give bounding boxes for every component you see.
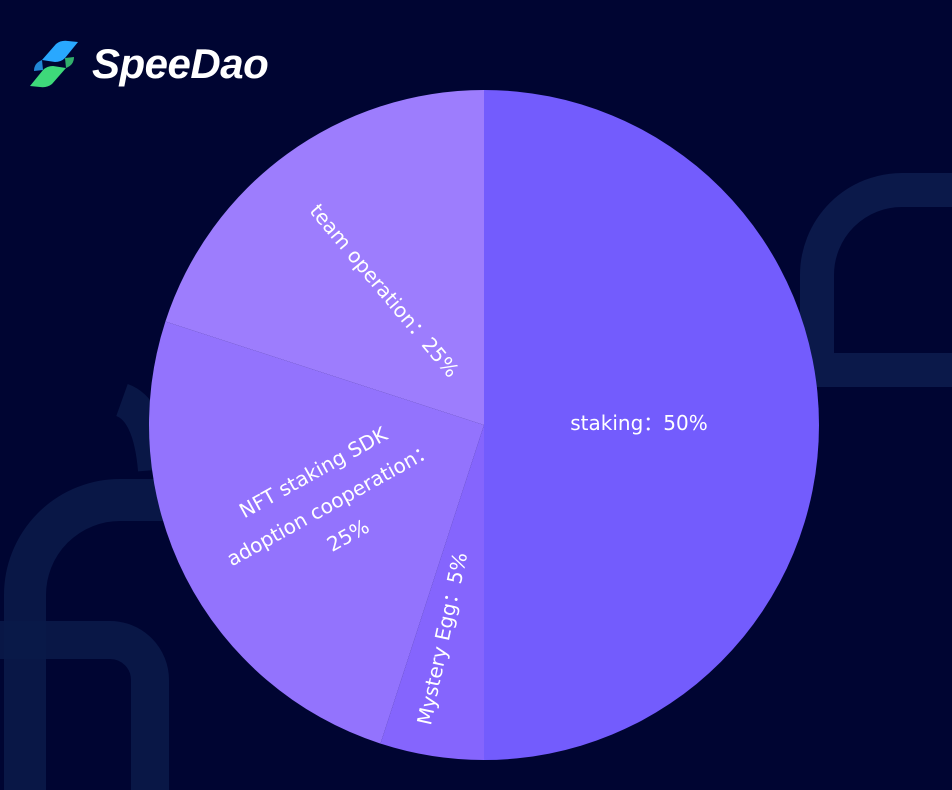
pie-slice-team-operation [165,90,485,425]
pie-slice-mystery-egg [380,425,484,760]
brand-name: SpeeDao [92,40,269,87]
pie-label-line: staking：50% [570,411,707,435]
speedao-logo-icon [30,40,78,88]
pie-label-staking: staking：50% [570,411,707,435]
pie-slice-nft-staking-sdk [148,321,484,744]
speedao-logo: SpeeDao [28,38,269,90]
pie-slice-staking [484,90,819,760]
